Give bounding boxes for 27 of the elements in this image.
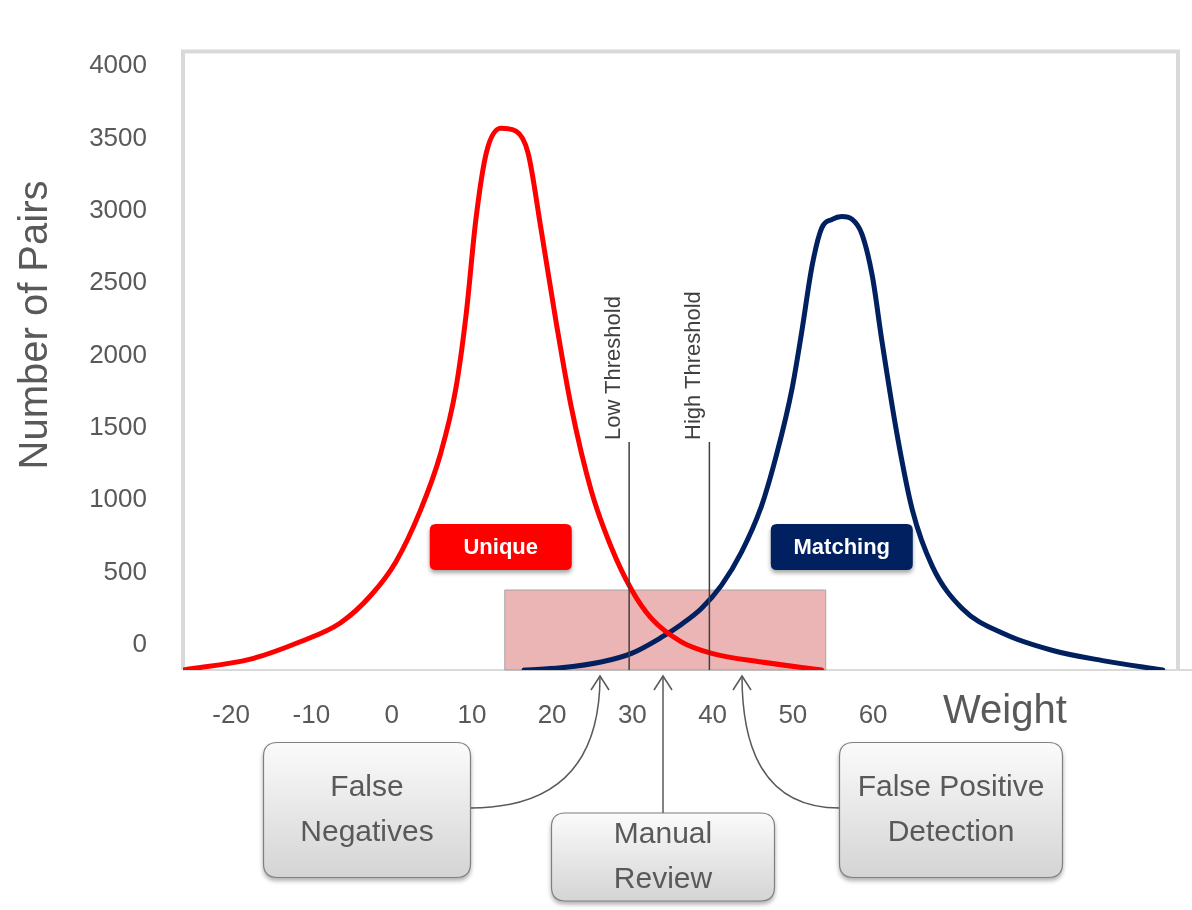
- ref-line-label: High Threshold: [680, 291, 706, 440]
- x-tick-label: 20: [537, 698, 567, 729]
- x-tick-label: 30: [617, 698, 647, 729]
- ref-line-label: Low Threshold: [600, 296, 626, 440]
- y-tick-label: 3500: [89, 121, 147, 152]
- x-tick-label: -10: [292, 698, 331, 729]
- y-tick-label: 500: [103, 555, 147, 586]
- text: False Positive Detection: [857, 768, 1045, 847]
- x-tick-label: 60: [858, 698, 888, 729]
- y-axis-title: Number of Pairs: [11, 180, 56, 470]
- y-tick-label: 1000: [89, 483, 147, 514]
- y-tick-label: 3000: [89, 193, 147, 224]
- x-axis-title: Weight: [943, 687, 1067, 732]
- text: False Negatives: [300, 768, 434, 847]
- y-tick-label: 4000: [89, 49, 147, 80]
- text: Unique: [463, 534, 539, 560]
- x-tick-label: 10: [457, 698, 487, 729]
- y-tick-label: 2000: [89, 338, 147, 369]
- x-tick-label: 50: [778, 698, 808, 729]
- series-label: Matching: [793, 534, 891, 560]
- text: Manual Review: [613, 815, 713, 894]
- x-tick-label: 40: [698, 698, 728, 729]
- x-tick-label: -20: [212, 698, 250, 729]
- y-tick-label: 2500: [89, 266, 147, 297]
- y-tick-label: 0: [132, 627, 147, 658]
- x-tick-label: 0: [384, 698, 399, 729]
- y-tick-label: 1500: [89, 410, 147, 441]
